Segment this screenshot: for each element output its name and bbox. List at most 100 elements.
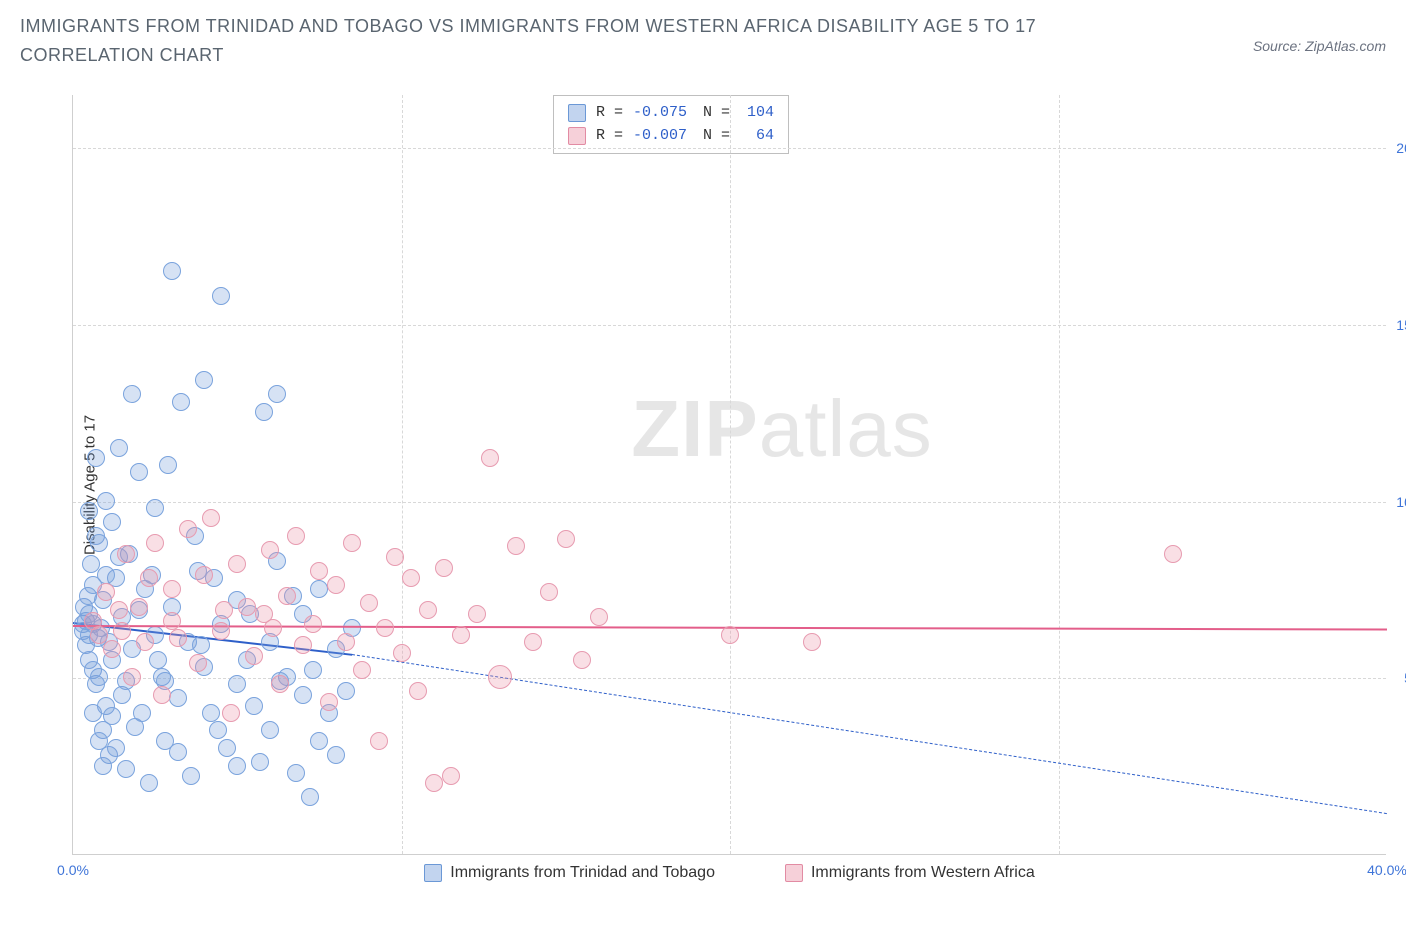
data-point — [287, 527, 305, 545]
data-point — [103, 707, 121, 725]
y-tick-label: 5.0% — [1390, 670, 1406, 686]
data-point — [419, 601, 437, 619]
data-point — [90, 534, 108, 552]
data-point — [202, 509, 220, 527]
data-point — [97, 492, 115, 510]
data-point — [228, 757, 246, 775]
data-point — [159, 456, 177, 474]
data-point — [255, 403, 273, 421]
data-point — [80, 502, 98, 520]
data-point — [327, 576, 345, 594]
y-tick-label: 10.0% — [1390, 494, 1406, 510]
stat-n-label: N = — [703, 102, 730, 125]
data-point — [117, 545, 135, 563]
x-tick-label: 40.0% — [1367, 862, 1406, 878]
stat-n-value: 64 — [740, 125, 774, 148]
data-point — [103, 513, 121, 531]
data-point — [261, 541, 279, 559]
data-point — [310, 562, 328, 580]
data-point — [310, 580, 328, 598]
data-point — [195, 371, 213, 389]
data-point — [327, 746, 345, 764]
legend-label: Immigrants from Trinidad and Tobago — [450, 864, 715, 882]
data-point — [172, 393, 190, 411]
legend-swatch — [568, 127, 586, 145]
data-point — [590, 608, 608, 626]
stat-r-label: R = — [596, 102, 623, 125]
gridline-v — [1059, 95, 1060, 854]
data-point — [370, 732, 388, 750]
data-point — [189, 654, 207, 672]
data-point — [353, 661, 371, 679]
chart-area: Disability Age 5 to 17 ZIPatlas R =-0.07… — [50, 95, 1386, 875]
data-point — [140, 774, 158, 792]
stats-legend: R = -0.075 N = 104R = -0.007 N = 64 — [553, 95, 789, 154]
data-point — [425, 774, 443, 792]
data-point — [393, 644, 411, 662]
stat-n-value: 104 — [740, 102, 774, 125]
data-point — [140, 569, 158, 587]
data-point — [136, 633, 154, 651]
data-point — [540, 583, 558, 601]
data-point — [337, 682, 355, 700]
data-point — [481, 449, 499, 467]
data-point — [507, 537, 525, 555]
source-label: Source: ZipAtlas.com — [1253, 38, 1386, 54]
data-point — [202, 704, 220, 722]
data-point — [1164, 545, 1182, 563]
data-point — [149, 651, 167, 669]
data-point — [84, 704, 102, 722]
data-point — [182, 767, 200, 785]
data-point — [94, 757, 112, 775]
data-point — [238, 598, 256, 616]
data-point — [130, 598, 148, 616]
data-point — [123, 668, 141, 686]
data-point — [195, 566, 213, 584]
data-point — [337, 633, 355, 651]
data-point — [90, 668, 108, 686]
scatter-plot: ZIPatlas R =-0.075N =104R =-0.007N =64 I… — [72, 95, 1386, 855]
data-point — [228, 555, 246, 573]
data-point — [146, 534, 164, 552]
data-point — [304, 615, 322, 633]
data-point — [343, 534, 361, 552]
data-point — [294, 636, 312, 654]
y-tick-label: 20.0% — [1390, 140, 1406, 156]
stat-r-value: -0.007 — [633, 125, 693, 148]
data-point — [169, 743, 187, 761]
x-tick-label: 0.0% — [57, 862, 89, 878]
legend-swatch — [785, 864, 803, 882]
data-point — [163, 580, 181, 598]
data-point — [360, 594, 378, 612]
data-point — [245, 697, 263, 715]
data-point — [452, 626, 470, 644]
data-point — [435, 559, 453, 577]
stat-r-value: -0.075 — [633, 102, 693, 125]
watermark: ZIPatlas — [631, 383, 932, 475]
data-point — [97, 566, 115, 584]
legend-item: Immigrants from Trinidad and Tobago — [424, 864, 715, 882]
data-point — [287, 764, 305, 782]
data-point — [524, 633, 542, 651]
data-point — [133, 704, 151, 722]
data-point — [468, 605, 486, 623]
data-point — [278, 587, 296, 605]
data-point — [402, 569, 420, 587]
data-point — [803, 633, 821, 651]
data-point — [209, 721, 227, 739]
data-point — [376, 619, 394, 637]
data-point — [222, 704, 240, 722]
data-point — [123, 385, 141, 403]
data-point — [179, 520, 197, 538]
data-point — [294, 686, 312, 704]
data-point — [192, 636, 210, 654]
stats-row: R = -0.075 N = 104 — [568, 102, 774, 125]
data-point — [163, 262, 181, 280]
stat-r-label: R = — [596, 125, 623, 148]
data-point — [146, 499, 164, 517]
stats-row: R =-0.007N =64 — [568, 125, 774, 148]
data-point — [264, 619, 282, 637]
data-point — [169, 689, 187, 707]
bottom-legend: Immigrants from Trinidad and TobagoImmig… — [73, 864, 1386, 882]
data-point — [87, 449, 105, 467]
